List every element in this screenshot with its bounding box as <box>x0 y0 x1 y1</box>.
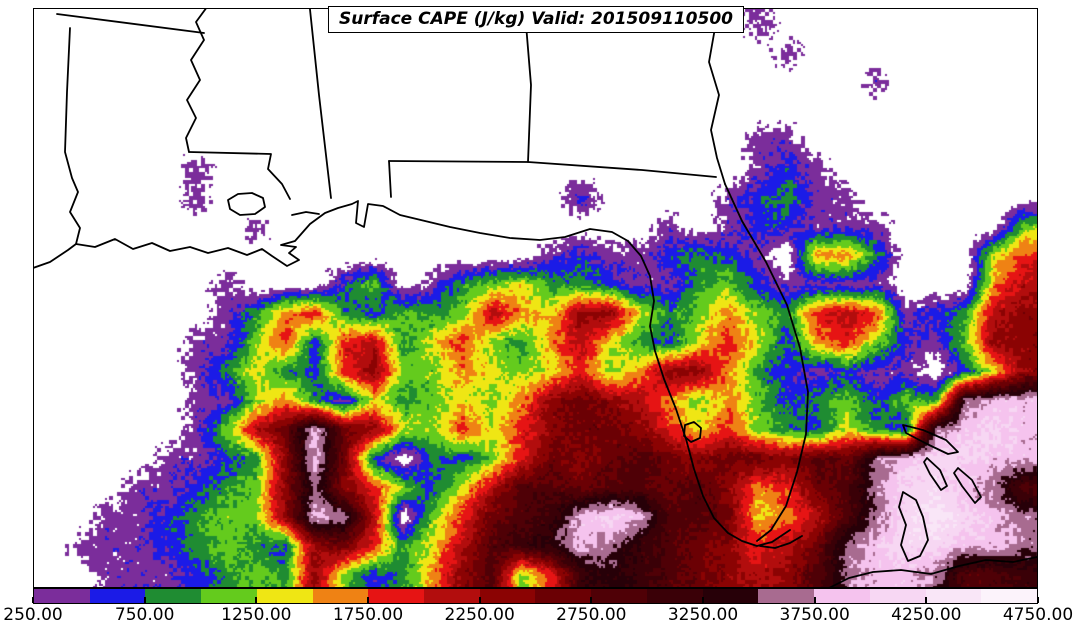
colorbar-segment <box>702 589 759 603</box>
colorbar-segment <box>424 589 480 603</box>
florida-east-coast <box>724 183 809 542</box>
colorbar-tick-label: 2250.00 <box>444 605 515 625</box>
colorbar-tick <box>925 597 928 603</box>
colorbar-tick <box>1037 597 1039 603</box>
colorbar <box>33 588 1038 604</box>
colorbar-tick-label: 3250.00 <box>667 605 739 625</box>
texas-louisiana-border <box>64 27 81 245</box>
colorbar-segment <box>201 589 257 603</box>
colorbar-tick <box>590 597 593 603</box>
colorbar-segment <box>814 589 870 603</box>
colorbar-tick <box>813 597 816 603</box>
colorbar-segment <box>981 589 1037 603</box>
colorbar-tick-label: 750.00 <box>114 605 175 625</box>
colorbar-tick-label: 1750.00 <box>332 605 404 625</box>
florida-alabama-georgia-border <box>388 160 717 178</box>
colorbar-tick <box>143 597 146 603</box>
colorbar-tick <box>255 597 258 603</box>
grand-bahama-abaco-islands <box>902 424 959 455</box>
colorbar-segment <box>925 589 982 603</box>
colorbar-segment <box>869 589 926 603</box>
colorbar-tick <box>478 597 481 603</box>
colorbar-tick-label: 3750.00 <box>779 605 850 625</box>
gulf-coastline <box>33 200 791 547</box>
colorbar-segment <box>591 589 647 603</box>
colorbar-segment <box>646 589 703 603</box>
louisiana-mississippi-border <box>188 151 291 200</box>
lake-pontchartrain <box>227 192 266 216</box>
colorbar-tick-label: 250.00 <box>3 605 63 625</box>
colorbar-tick-label: 4250.00 <box>891 605 962 625</box>
mississippi-alabama-border <box>308 8 332 199</box>
florida-keys <box>759 535 803 549</box>
colorbar-tick-label: 1250.00 <box>221 605 292 625</box>
plot-title-box: Surface CAPE (J/kg) Valid: 201509110500 <box>327 6 745 33</box>
plot-title: Surface CAPE (J/kg) Valid: 201509110500 <box>338 9 734 29</box>
georgia-atlantic-coast <box>707 8 726 185</box>
colorbar-segment <box>34 589 90 603</box>
eleuthera-island <box>953 467 982 504</box>
colorbar-segment <box>312 589 369 603</box>
colorbar-segment <box>368 589 425 603</box>
colorbar-segment <box>758 589 815 603</box>
map-plot-area <box>33 8 1038 588</box>
cape-field-heatmap <box>33 8 1038 588</box>
colorbar-tick-label: 4750.00 <box>1002 605 1074 625</box>
colorbar-segment <box>479 589 536 603</box>
colorbar-tick <box>32 597 34 603</box>
perdido-river-border <box>388 160 392 198</box>
louisiana-arkansas-border <box>56 13 205 34</box>
lake-okeechobee <box>683 421 702 443</box>
state-borders-overlay <box>33 8 1038 588</box>
colorbar-tick-label: 2750.00 <box>556 605 627 625</box>
colorbar-segment <box>256 589 313 603</box>
andros-island <box>898 491 929 562</box>
mississippi-sound-islands <box>291 211 320 216</box>
berry-islands <box>923 457 948 491</box>
cuba-north-coast <box>828 556 1038 588</box>
colorbar-segment <box>535 589 592 603</box>
colorbar-tick <box>702 597 704 603</box>
mississippi-river-border <box>185 8 208 153</box>
colorbar-segment <box>89 589 146 603</box>
colorbar-segment <box>145 589 202 603</box>
colorbar-tick <box>367 597 369 603</box>
